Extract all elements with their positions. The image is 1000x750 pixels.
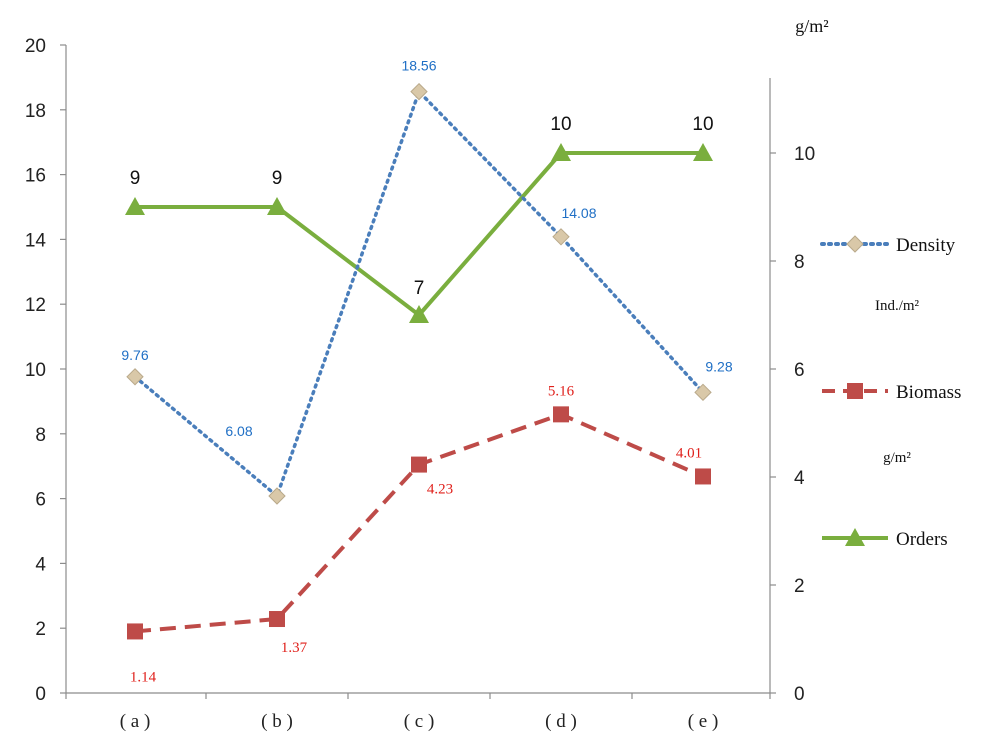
density-data-label: 9.76 xyxy=(121,347,148,363)
left-axis-tick-label: 0 xyxy=(35,684,46,705)
right-axis-tick-label: 0 xyxy=(794,684,805,705)
legend-density-unit: Ind./m² xyxy=(875,298,920,314)
left-axis-tick-label: 20 xyxy=(25,36,46,57)
category-label: ( d ) xyxy=(545,711,577,732)
right-axis-tick-label: 8 xyxy=(794,252,805,273)
density-point xyxy=(410,82,428,101)
right-axis-tick-label: 4 xyxy=(794,468,805,489)
category-label: ( e ) xyxy=(688,711,719,732)
orders-data-label: 9 xyxy=(272,168,283,189)
orders-data-label: 7 xyxy=(414,278,425,299)
orders-point xyxy=(551,143,571,161)
category-label: ( a ) xyxy=(120,711,151,732)
legend: Density Ind./m² Biomass g/m² Orders xyxy=(820,235,961,550)
density-point xyxy=(126,368,144,386)
orders-data-label: 9 xyxy=(130,168,141,189)
orders-point xyxy=(693,143,713,161)
right-axis-tick-label: 10 xyxy=(794,144,815,165)
legend-biomass-unit: g/m² xyxy=(883,450,911,466)
density-data-label: 9.28 xyxy=(705,358,732,374)
biomass-data-label: 5.16 xyxy=(548,383,575,399)
density-point xyxy=(694,383,712,402)
density-point xyxy=(268,487,286,505)
biomass-point xyxy=(553,406,569,423)
left-axis-tick-label: 18 xyxy=(25,101,46,122)
biomass-data-label: 4.01 xyxy=(676,445,702,461)
right-axis-tick-label: 2 xyxy=(794,576,805,597)
legend-orders-label: Orders xyxy=(896,529,948,550)
left-axis-tick-label: 4 xyxy=(35,554,46,575)
category-label: ( b ) xyxy=(261,711,293,732)
legend-biomass-label: Biomass xyxy=(896,382,961,403)
orders-point xyxy=(267,197,287,215)
left-axis-tick-label: 12 xyxy=(25,295,46,316)
biomass-point xyxy=(127,623,143,640)
orders-data-label: 10 xyxy=(692,114,713,135)
density-data-label: 6.08 xyxy=(225,423,252,439)
category-label: ( c ) xyxy=(404,711,435,732)
biomass-point xyxy=(269,611,285,628)
density-data-label: 14.08 xyxy=(561,205,596,221)
left-axis-tick-label: 8 xyxy=(35,425,46,446)
right-axis-unit-label: g/m² xyxy=(795,16,828,36)
biomass-point xyxy=(411,456,427,473)
orders-point xyxy=(125,197,145,215)
left-axis-tick-label: 14 xyxy=(25,230,47,251)
biomass-series-line xyxy=(134,412,704,634)
legend-biomass-swatch-marker xyxy=(847,383,863,399)
biomass-data-label: 1.37 xyxy=(281,640,308,656)
left-axis-tick-label: 10 xyxy=(25,360,46,381)
legend-density-swatch-marker xyxy=(846,235,864,253)
orders-point xyxy=(409,305,429,323)
right-axis-tick-label: 6 xyxy=(794,360,805,381)
density-point xyxy=(552,228,570,246)
legend-density-label: Density xyxy=(896,235,956,256)
legend-orders-swatch-marker xyxy=(845,528,865,546)
data-labels: 9 9 7 10 10 9.76 6.08 18.56 14.08 9.28 1.14 1.37 4.2… xyxy=(121,58,732,686)
density-data-label: 18.56 xyxy=(401,58,436,74)
orders-data-label: 10 xyxy=(550,114,571,135)
biomass-data-label: 4.23 xyxy=(427,482,453,498)
left-axis-tick-label: 16 xyxy=(25,166,46,187)
left-axis-tick-label: 2 xyxy=(35,619,46,640)
series-layer xyxy=(125,82,713,640)
left-axis-tick-label: 6 xyxy=(35,490,46,511)
biomass-point xyxy=(695,468,711,485)
biomass-data-label: 1.14 xyxy=(130,669,157,685)
